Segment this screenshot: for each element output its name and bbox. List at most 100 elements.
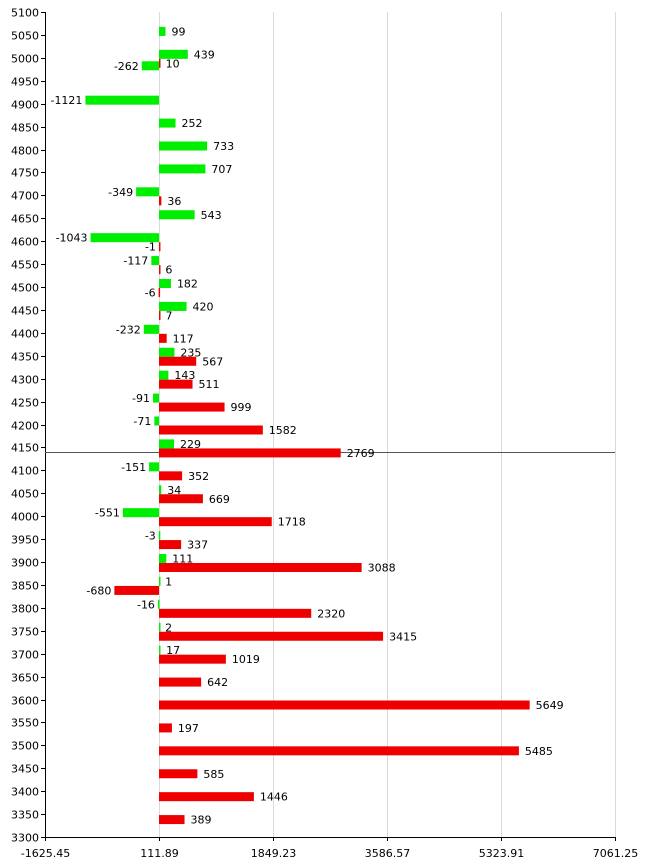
bar-red	[159, 379, 193, 389]
bar-red	[159, 608, 312, 618]
data-label: 1446	[260, 791, 288, 804]
bar-green	[157, 599, 160, 609]
bar-green	[122, 508, 159, 518]
data-label: 3088	[368, 562, 396, 575]
bar-red	[159, 631, 384, 641]
bar-red	[159, 356, 197, 366]
data-label: 229	[180, 438, 201, 451]
bar-green	[159, 645, 161, 655]
bar-red	[159, 471, 183, 481]
y-tick-label: 3500	[11, 740, 39, 753]
bar-red	[159, 517, 272, 527]
y-tick-label: 3600	[11, 695, 39, 708]
x-tick-label: 3586.57	[365, 847, 411, 860]
data-label: -16	[137, 598, 155, 611]
data-label: 2769	[347, 447, 375, 460]
data-label: -71	[133, 415, 151, 428]
data-label: 543	[201, 209, 222, 222]
bar-red	[159, 310, 161, 320]
data-label: -3	[145, 530, 156, 543]
bar-red	[159, 333, 167, 343]
data-label: -1043	[56, 232, 88, 245]
bar-red	[159, 769, 198, 779]
y-tick-label: 4300	[11, 374, 39, 387]
data-label: 352	[188, 470, 209, 483]
bar-green	[159, 49, 188, 59]
data-label: 5485	[525, 745, 553, 758]
bar-red	[159, 723, 172, 733]
y-tick-label: 4800	[11, 145, 39, 158]
data-label: 2	[165, 621, 172, 634]
data-label: 34	[167, 484, 181, 497]
data-label: 1	[165, 575, 172, 588]
bar-red	[159, 402, 225, 412]
bar-red	[159, 425, 263, 435]
bar-red	[159, 815, 185, 825]
data-label: 235	[180, 346, 201, 359]
bar-green	[149, 462, 159, 472]
x-tick-label: 1849.23	[251, 847, 297, 860]
y-tick-label: 4400	[11, 328, 39, 341]
y-tick-label: 4650	[11, 213, 39, 226]
bar-green	[159, 554, 167, 563]
y-tick-label: 3450	[11, 763, 39, 776]
bar-red	[159, 494, 203, 504]
bar-green	[90, 233, 159, 243]
data-label: 707	[211, 163, 232, 176]
bar-red	[159, 700, 530, 710]
data-label: 36	[167, 195, 181, 208]
data-label: 6	[165, 264, 172, 277]
y-tick-label: 4900	[11, 99, 39, 112]
y-tick-label: 3550	[11, 717, 39, 730]
y-tick-label: 3700	[11, 649, 39, 662]
bar-green	[143, 324, 159, 334]
y-tick-label: 4750	[11, 167, 39, 180]
y-tick-label: 3400	[11, 786, 39, 799]
data-label: 3415	[389, 630, 417, 643]
data-label: -1	[145, 241, 156, 254]
bar-green	[159, 439, 175, 449]
bar-red	[159, 654, 226, 664]
bar-green	[159, 164, 206, 174]
bar-red	[159, 265, 161, 275]
data-label: 10	[166, 57, 180, 70]
bar-green	[159, 210, 195, 220]
bar-red	[159, 677, 202, 687]
bar-red	[159, 563, 362, 572]
data-label: 585	[203, 768, 224, 781]
axes: 5100 5050 5000 4950 4900 4850 4800 4750 4700 4650…	[11, 7, 638, 861]
data-label: 642	[207, 676, 228, 689]
data-label: 439	[194, 48, 215, 61]
data-label: 143	[174, 369, 195, 382]
data-label: -117	[123, 255, 148, 268]
bar-green	[159, 279, 171, 288]
y-tick-label: 4500	[11, 282, 39, 295]
x-tick-label: 5323.91	[479, 847, 525, 860]
data-label: 7	[165, 309, 172, 322]
y-tick-label: 4050	[11, 488, 39, 501]
y-tick-label: 3800	[11, 603, 39, 616]
data-label: 1019	[232, 653, 260, 666]
bar-red	[114, 585, 159, 595]
bar-red	[159, 540, 182, 550]
y-tick-label: 4850	[11, 122, 39, 135]
y-tick-label: 4100	[11, 465, 39, 478]
y-tick-label: 3750	[11, 626, 39, 639]
bar-green	[159, 26, 166, 36]
data-label: 182	[177, 278, 198, 291]
data-label: 337	[187, 539, 208, 552]
data-label: 111	[172, 553, 193, 566]
y-tick-label: 3850	[11, 580, 39, 593]
bar-green	[159, 370, 169, 380]
data-label: 420	[193, 300, 214, 313]
y-tick-label: 4950	[11, 76, 39, 89]
y-tick-label: 3300	[11, 832, 39, 845]
bar-red	[159, 58, 161, 68]
x-tick-label: 111.89	[140, 847, 179, 860]
data-label: 733	[213, 140, 234, 153]
y-tick-label: 5100	[11, 7, 39, 20]
bar-green	[159, 301, 187, 311]
y-tick-label: 4550	[11, 259, 39, 272]
bar-red	[159, 196, 162, 206]
data-labels: 99439-262-1121252733707-349543-1043-1171…	[50, 25, 563, 826]
